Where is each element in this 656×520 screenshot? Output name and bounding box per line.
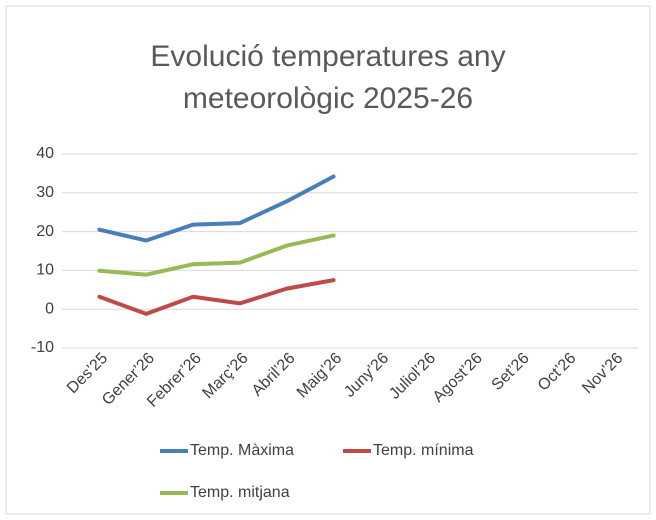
series-line xyxy=(97,278,336,316)
y-tick-label: 30 xyxy=(36,184,54,201)
series-line xyxy=(97,174,336,243)
legend-label: Temp. mitjana xyxy=(190,484,290,501)
legend-label: Temp. Màxima xyxy=(190,442,294,459)
chart-border xyxy=(5,5,651,515)
y-tick-label: 10 xyxy=(36,262,54,279)
chart-title: Evolució temperatures any meteorològic 2… xyxy=(150,40,506,115)
y-tick-label: -10 xyxy=(31,339,54,356)
y-tick-label: 0 xyxy=(45,300,54,317)
series-line xyxy=(97,233,336,277)
y-tick-label: 20 xyxy=(36,223,54,240)
legend-label: Temp. mínima xyxy=(373,442,474,459)
y-tick-label: 40 xyxy=(36,145,54,162)
